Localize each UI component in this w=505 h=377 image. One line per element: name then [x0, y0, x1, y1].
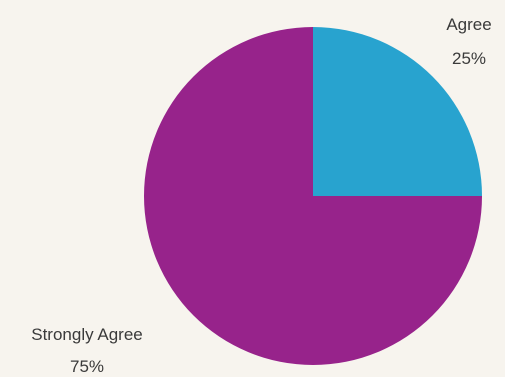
- slice-label-strongly-agree: Strongly Agree: [31, 325, 143, 344]
- slice-label-agree: Agree: [446, 15, 491, 34]
- pie-slice-strongly-agree: [144, 27, 482, 365]
- slice-percent-strongly-agree: 75%: [70, 357, 104, 376]
- pie-slice-agree: [313, 27, 482, 196]
- slice-percent-agree: 25%: [452, 49, 486, 68]
